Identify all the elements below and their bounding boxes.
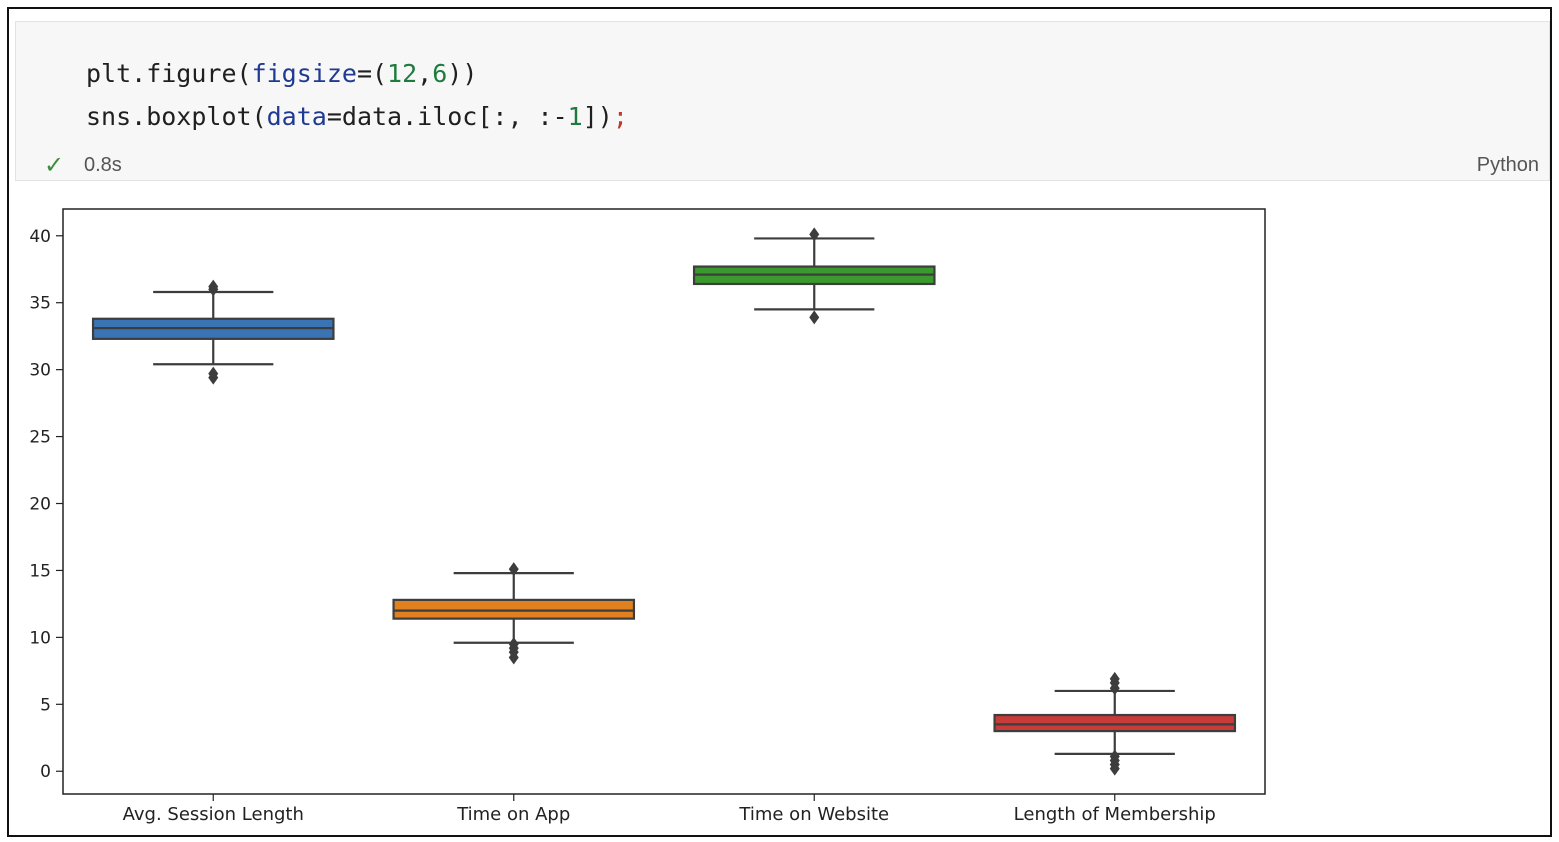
code-token: plt.figure( xyxy=(86,59,252,88)
x-tick-label: Time on App xyxy=(456,804,570,825)
outlier-point xyxy=(208,279,219,294)
code-token: )) xyxy=(447,59,478,88)
box-4 xyxy=(993,671,1237,776)
code-token: 6 xyxy=(432,59,448,88)
outlier-point xyxy=(809,227,820,242)
code-token: 1 xyxy=(567,102,583,131)
code-line: sns.boxplot(data=data.iloc[:, :-1]); xyxy=(86,95,628,138)
exec-time: 0.8s xyxy=(84,153,122,176)
outlier-point xyxy=(1109,749,1120,764)
y-tick-label: 40 xyxy=(29,227,51,247)
box-3 xyxy=(692,227,936,325)
code-token: 12 xyxy=(387,59,418,88)
y-tick-label: 15 xyxy=(29,561,51,581)
code-token: ; xyxy=(612,102,628,131)
code-token: =( xyxy=(356,59,388,88)
code-token: figsize xyxy=(251,59,357,88)
code-token: , xyxy=(417,59,433,88)
iqr-box xyxy=(993,713,1237,733)
code-cell[interactable]: plt.figure(figsize=(12,6)) sns.boxplot(da… xyxy=(15,21,1550,181)
outlier-point xyxy=(208,366,219,381)
code-editor[interactable]: plt.figure(figsize=(12,6)) sns.boxplot(da… xyxy=(86,52,628,138)
y-tick-label: 35 xyxy=(29,294,51,314)
cell-status: ✓ 0.8s xyxy=(44,150,122,180)
notebook-frame: plt.figure(figsize=(12,6)) sns.boxplot(da… xyxy=(7,7,1552,837)
cell-language[interactable]: Python xyxy=(1476,153,1539,176)
plot-area xyxy=(62,208,1266,795)
y-tick-label: 25 xyxy=(29,428,51,448)
x-tick-label: Length of Membership xyxy=(1014,804,1216,825)
x-tick-label: Time on Website xyxy=(738,804,889,825)
box-1 xyxy=(91,279,335,385)
y-tick-label: 10 xyxy=(29,628,51,648)
box-series xyxy=(91,227,1237,776)
x-tick-label: Avg. Session Length xyxy=(123,804,304,825)
y-tick-label: 0 xyxy=(40,762,51,782)
check-icon: ✓ xyxy=(44,151,65,179)
outlier-point xyxy=(508,637,519,652)
code-token: sns.boxplot( xyxy=(86,102,267,131)
box-2 xyxy=(392,562,636,665)
code-token: =data.iloc[:, :- xyxy=(326,102,568,131)
x-axis: Avg. Session Length Time on App Time on We… xyxy=(123,794,1216,825)
boxplot-chart: 0 5 10 15 20 25 30 35 40 Avg. Session Length Time… xyxy=(29,208,1266,825)
outlier-point xyxy=(508,562,519,577)
y-tick-label: 30 xyxy=(29,361,51,381)
y-tick-label: 5 xyxy=(40,695,51,715)
code-token: data xyxy=(266,102,327,131)
y-axis: 0 5 10 15 20 25 30 35 40 xyxy=(29,227,63,782)
outlier-point xyxy=(809,310,820,325)
y-tick-label: 20 xyxy=(29,495,51,515)
code-line: plt.figure(figsize=(12,6)) xyxy=(86,52,628,95)
iqr-box xyxy=(392,598,636,620)
code-token: ]) xyxy=(582,102,613,131)
outlier-point xyxy=(1109,671,1120,686)
